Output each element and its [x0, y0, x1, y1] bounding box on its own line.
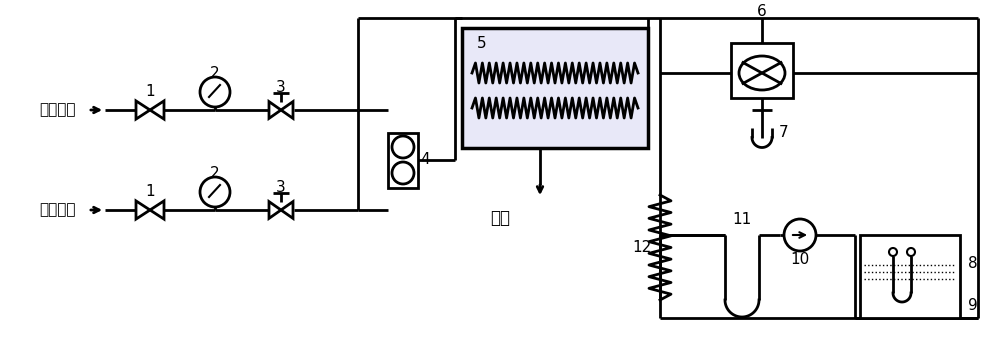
- Text: 还原气体: 还原气体: [39, 203, 75, 218]
- Circle shape: [889, 248, 897, 256]
- Polygon shape: [136, 201, 150, 219]
- Bar: [462, 28, 648, 148]
- Text: 2: 2: [210, 66, 220, 81]
- Text: 7: 7: [779, 125, 789, 140]
- Text: 放空: 放空: [490, 209, 510, 227]
- Text: 10: 10: [790, 252, 810, 267]
- Polygon shape: [281, 202, 293, 218]
- Text: 6: 6: [757, 3, 767, 18]
- Polygon shape: [269, 102, 281, 118]
- Text: 8: 8: [968, 255, 978, 270]
- Text: 9: 9: [968, 298, 978, 313]
- Circle shape: [392, 136, 414, 158]
- Text: 1: 1: [145, 183, 155, 198]
- Text: 12: 12: [632, 240, 652, 255]
- Polygon shape: [136, 101, 150, 119]
- Circle shape: [200, 77, 230, 107]
- Circle shape: [784, 219, 816, 251]
- Circle shape: [907, 248, 915, 256]
- Circle shape: [392, 162, 414, 184]
- Polygon shape: [281, 102, 293, 118]
- Text: 2: 2: [210, 166, 220, 181]
- Polygon shape: [150, 101, 164, 119]
- Text: 4: 4: [420, 152, 430, 167]
- Bar: [388, 133, 418, 188]
- Polygon shape: [269, 202, 281, 218]
- Text: 5: 5: [477, 36, 487, 51]
- Text: 3: 3: [276, 79, 286, 94]
- Text: 11: 11: [732, 212, 752, 227]
- Polygon shape: [150, 201, 164, 219]
- Text: 惰性气体: 惰性气体: [39, 103, 75, 118]
- Ellipse shape: [739, 56, 785, 90]
- Bar: [731, 43, 793, 98]
- Text: 3: 3: [276, 179, 286, 194]
- Circle shape: [200, 177, 230, 207]
- Text: 1: 1: [145, 84, 155, 99]
- Bar: [860, 235, 960, 318]
